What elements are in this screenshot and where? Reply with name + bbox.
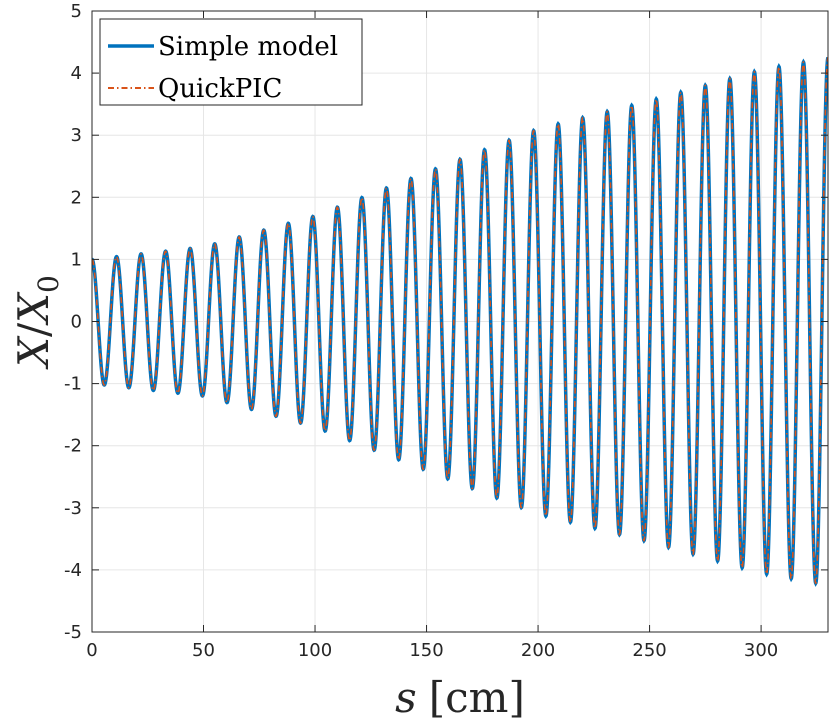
legend-label-quickpic: QuickPIC (158, 74, 282, 104)
x-tick-label: 200 (521, 640, 555, 661)
x-tick-label: 250 (632, 640, 666, 661)
x-tick-label: 0 (86, 640, 97, 661)
y-tick-label: -5 (64, 622, 82, 643)
legend: Simple model QuickPIC (99, 18, 363, 106)
x-axis: 0 50 100 150 200 250 300 (86, 11, 778, 661)
y-tick-label: 5 (71, 1, 82, 22)
series-group (92, 56, 828, 587)
x-axis-label: s [cm] (395, 673, 525, 722)
y-tick-label: -1 (64, 374, 82, 395)
y-tick-label: 1 (71, 249, 82, 270)
y-tick-label: 3 (71, 125, 82, 146)
legend-label-simple-model: Simple model (158, 32, 338, 62)
y-axis-label: X/X0 (9, 275, 65, 370)
y-tick-label: -2 (64, 436, 82, 457)
series-quickpic-line (92, 56, 828, 585)
x-tick-label: 100 (298, 640, 332, 661)
x-tick-label: 150 (409, 640, 443, 661)
y-tick-label: 0 (71, 312, 82, 333)
y-tick-label: 4 (71, 63, 82, 84)
x-tick-label: 50 (192, 640, 215, 661)
y-tick-label: 2 (71, 187, 82, 208)
y-tick-label: -4 (64, 560, 82, 581)
x-tick-label: 300 (744, 640, 778, 661)
y-axis: -5 -4 -3 -2 -1 0 1 2 3 4 5 (64, 1, 828, 643)
legend-box (99, 18, 363, 106)
y-tick-label: -3 (64, 498, 82, 519)
